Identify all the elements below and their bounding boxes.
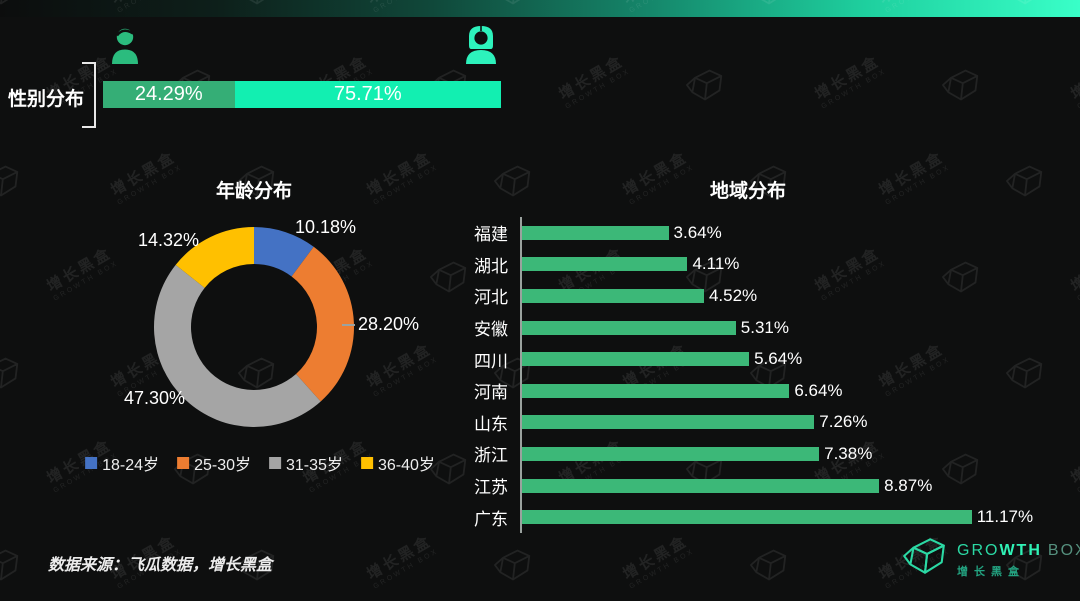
gender-segment-label: 24.29%: [134, 83, 203, 105]
gender-segment-male: 24.29%: [103, 81, 235, 108]
region-row: 河南 6.64%: [445, 374, 1075, 407]
gender-segment-female: 75.71%: [234, 81, 501, 108]
region-row: 广东 11.17%: [445, 501, 1075, 533]
gender-stacked-bar: 24.29% 75.71%: [103, 81, 501, 108]
legend-swatch: [177, 457, 190, 469]
donut-value-label: 10.18%: [295, 217, 357, 237]
region-row: 江苏 8.87%: [445, 469, 1075, 502]
age-donut-chart: [154, 227, 354, 427]
region-bar: [522, 415, 815, 430]
donut-value-label: 28.20%: [342, 314, 419, 335]
region-plot-area: 3.64%: [520, 217, 1075, 249]
legend-label: 18-24岁: [102, 457, 160, 474]
region-value-label: 5.64%: [754, 349, 803, 369]
region-value-label: 11.17%: [976, 507, 1034, 527]
region-value-label: 5.31%: [740, 317, 789, 337]
region-category-label: 江苏: [474, 478, 508, 498]
region-plot-area: 7.26%: [520, 406, 1075, 439]
age-legend: 18-24岁 25-30岁 31-35岁 36-40岁: [85, 451, 435, 475]
legend-item: 31-35岁: [269, 451, 343, 475]
legend-swatch: [85, 457, 98, 469]
region-bar: [522, 478, 880, 493]
region-value-label: 3.64%: [673, 222, 722, 242]
male-person-icon: [112, 28, 138, 64]
region-category-label: 安徽: [474, 320, 508, 340]
region-value-label: 8.87%: [884, 475, 933, 495]
region-bar: [522, 225, 669, 240]
region-row: 福建 3.64%: [445, 217, 1075, 249]
region-chart-title: 地域分布: [709, 181, 787, 202]
region-bar: [522, 510, 972, 525]
legend-item: 25-30岁: [177, 451, 251, 475]
data-source-note: 数据来源：飞瓜数据，增长黑盒: [48, 557, 273, 574]
region-bar-chart: 福建 3.64% 湖北 4.11% 河北 4.52% 安徽 5.31% 四川 5.64% 河南 6.6…: [445, 217, 1075, 533]
region-bar: [522, 352, 750, 367]
donut-segment-25-30岁: [291, 246, 354, 402]
region-value-label: 7.26%: [819, 412, 868, 432]
donut-segment-18-24岁: [254, 227, 314, 277]
region-plot-area: 7.38%: [520, 438, 1075, 470]
legend-swatch: [360, 457, 373, 469]
age-chart-title: 年龄分布: [215, 181, 293, 202]
donut-segment-36-40岁: [175, 227, 254, 288]
region-row: 浙江 7.38%: [445, 438, 1075, 470]
region-bar: [522, 257, 688, 272]
region-category-label: 湖北: [474, 256, 508, 276]
donut-segment-31-35岁: [154, 264, 321, 427]
legend-label: 25-30岁: [194, 457, 251, 474]
legend-label: 36-40岁: [377, 457, 435, 474]
top-gradient-band: [0, 0, 1080, 17]
legend-label: 31-35岁: [286, 457, 343, 474]
region-category-label: 广东: [474, 509, 508, 529]
region-row: 湖北 4.11%: [445, 248, 1075, 281]
region-category-label: 河北: [474, 288, 508, 308]
region-value-label: 4.52%: [708, 285, 758, 305]
region-bar: [522, 320, 736, 335]
leader-line: [342, 323, 355, 326]
region-row: 安徽 5.31%: [445, 311, 1075, 344]
region-bar: [522, 446, 820, 461]
legend-swatch: [269, 457, 281, 469]
region-plot-area: 4.11%: [520, 248, 1075, 281]
region-plot-area: 11.17%: [520, 501, 1075, 533]
region-row: 山东 7.26%: [445, 406, 1075, 439]
region-value-label: 4.11%: [692, 254, 740, 274]
gender-section-title: 性别分布: [8, 89, 85, 110]
region-plot-area: 5.31%: [520, 311, 1075, 344]
region-bar: [522, 383, 790, 398]
legend-item: 18-24岁: [85, 451, 159, 475]
region-plot-area: 5.64%: [520, 343, 1075, 375]
region-plot-area: 8.87%: [520, 469, 1075, 502]
legend-item: 36-40岁: [360, 451, 435, 475]
growth-box-cube-icon: [903, 538, 945, 574]
region-plot-area: 6.64%: [520, 374, 1075, 407]
brand-subtitle: 增长黑盒: [957, 565, 1025, 578]
region-category-label: 河南: [474, 383, 508, 403]
region-category-label: 四川: [474, 351, 508, 371]
region-row: 四川 5.64%: [445, 343, 1075, 375]
donut-value-label: 14.32%: [138, 230, 200, 250]
region-bar: [522, 288, 704, 303]
gender-bracket: [82, 62, 96, 128]
gender-segment-label: 75.71%: [333, 83, 402, 105]
female-person-icon: [466, 26, 496, 64]
region-category-label: 浙江: [474, 446, 508, 466]
region-value-label: 6.64%: [794, 380, 843, 400]
donut-value-label: 47.30%: [124, 388, 186, 408]
region-plot-area: 4.52%: [520, 280, 1075, 312]
region-category-label: 福建: [474, 225, 508, 245]
region-value-label: 7.38%: [824, 443, 873, 463]
region-row: 河北 4.52%: [445, 280, 1075, 312]
region-category-label: 山东: [474, 414, 508, 434]
